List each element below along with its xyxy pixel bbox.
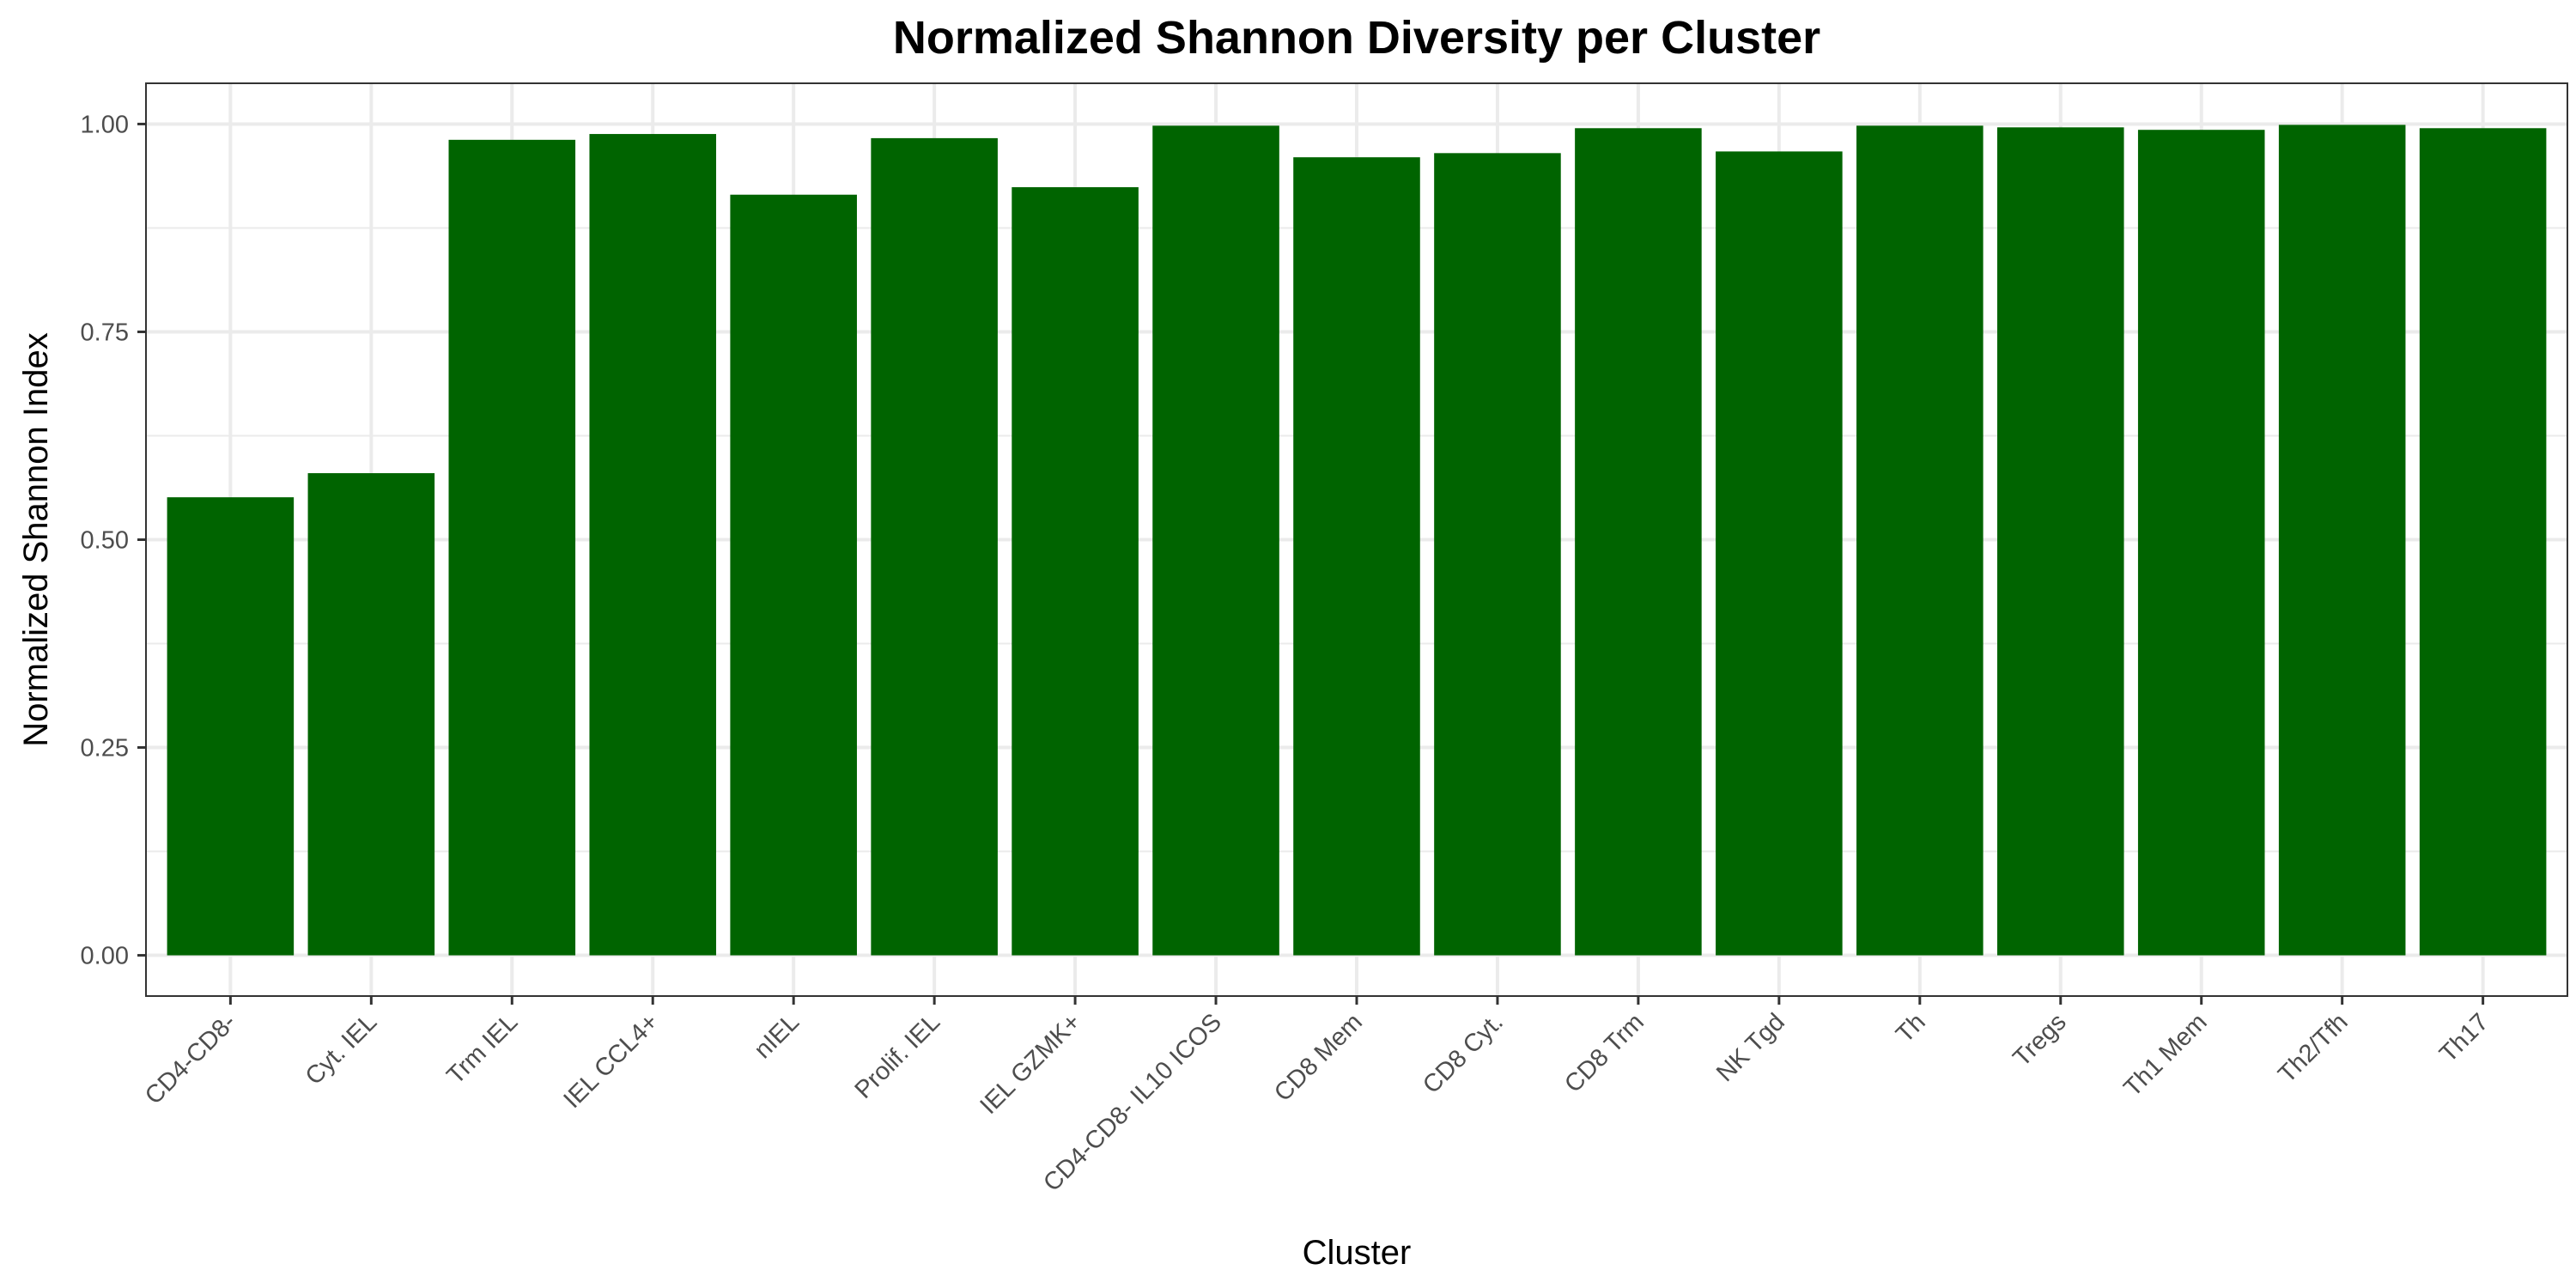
bar — [2137, 130, 2265, 956]
bar — [1012, 187, 1139, 956]
y-axis: 0.00 0.25 0.50 0.75 1.00 — [81, 111, 146, 970]
bar — [2419, 128, 2547, 956]
bar — [1856, 125, 1984, 956]
bar — [1152, 125, 1279, 956]
bars — [167, 125, 2547, 956]
y-tick-label: 1.00 — [81, 111, 129, 138]
y-tick-label: 0.75 — [81, 319, 129, 346]
y-tick-label: 0.25 — [81, 735, 129, 762]
bar — [730, 194, 857, 956]
bar — [1575, 128, 1702, 956]
bar — [448, 139, 576, 956]
bar — [1996, 127, 2124, 956]
bar — [167, 497, 295, 956]
bar — [589, 134, 717, 956]
chart-title: Normalized Shannon Diversity per Cluster — [893, 12, 1820, 64]
bar — [2278, 125, 2406, 956]
x-axis-title: Cluster — [1303, 1234, 1412, 1272]
bar — [871, 137, 998, 956]
bar — [307, 473, 435, 956]
bar — [1434, 153, 1561, 956]
y-tick-label: 0.00 — [81, 943, 129, 970]
bar — [1293, 157, 1420, 956]
bar — [1716, 151, 1843, 956]
y-axis-title: Normalized Shannon Index — [17, 332, 55, 747]
y-tick-label: 0.50 — [81, 527, 129, 555]
